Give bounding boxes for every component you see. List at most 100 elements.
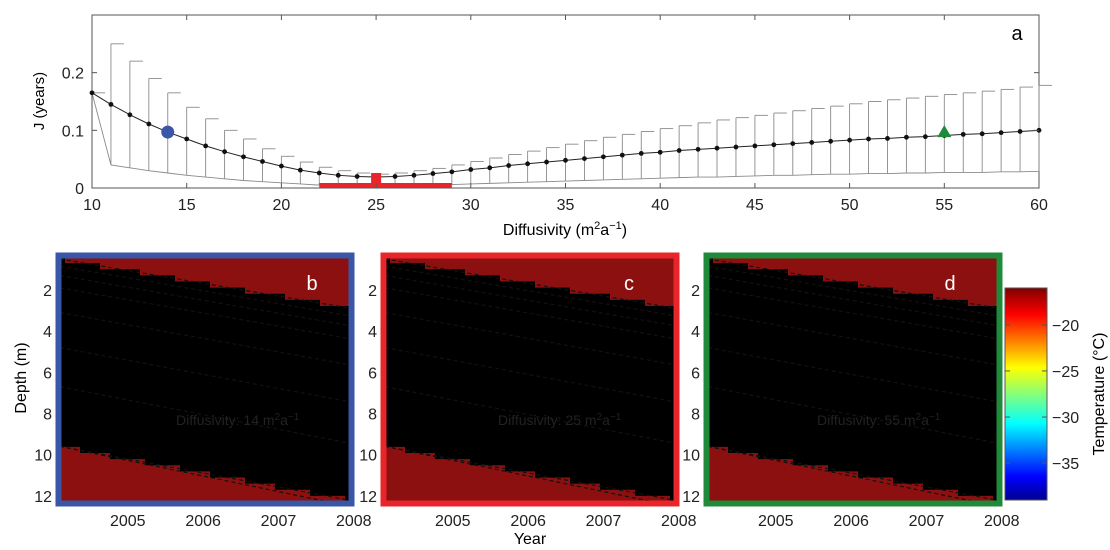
- heat-cell: [335, 416, 341, 423]
- heat-cell: [330, 293, 336, 301]
- heat-cell: [285, 477, 291, 485]
- heat-cell: [395, 287, 401, 295]
- heat-cell: [475, 416, 481, 423]
- heat-cell: [650, 342, 656, 350]
- heat-cell: [255, 385, 261, 393]
- heat-cell: [170, 489, 176, 497]
- heat-cell: [115, 263, 121, 270]
- heat-cell: [560, 471, 566, 479]
- heat-cell: [440, 293, 446, 301]
- heat-cell: [285, 404, 291, 411]
- heat-cell: [270, 275, 276, 283]
- heat-cell: [660, 453, 666, 460]
- heat-cell: [275, 428, 281, 436]
- heat-cell: [270, 318, 276, 325]
- heat-cell: [460, 483, 466, 491]
- heat-cell: [105, 446, 111, 454]
- heat-cell: [465, 257, 471, 264]
- heat-cell: [713, 263, 719, 270]
- heat-cell: [140, 489, 146, 497]
- heat-cell: [310, 483, 316, 491]
- heat-cell: [335, 257, 341, 264]
- heat-cell: [610, 391, 616, 399]
- heat-cell: [165, 257, 171, 264]
- heat-cell: [205, 318, 211, 325]
- heat-cell: [260, 495, 266, 502]
- data-point: [203, 143, 209, 149]
- heat-cell: [485, 348, 491, 356]
- heat-cell: [185, 434, 191, 442]
- heat-cell: [660, 483, 666, 491]
- heat-cell: [655, 459, 661, 466]
- heat-cell: [500, 477, 506, 485]
- heat-cell: [580, 385, 586, 393]
- heat-cell: [440, 263, 446, 270]
- heat-cell: [515, 465, 521, 472]
- heat-cell: [495, 361, 501, 368]
- heat-cell: [195, 336, 201, 344]
- heat-cell: [555, 404, 561, 411]
- heat-cell: [708, 348, 714, 356]
- heat-cell: [495, 306, 501, 313]
- heat-cell: [435, 373, 441, 381]
- heat-cell: [180, 397, 186, 405]
- heat-cell: [225, 453, 231, 460]
- heat-cell: [215, 434, 221, 442]
- heat-cell: [180, 312, 186, 319]
- heat-cell: [460, 471, 466, 479]
- heat-cell: [565, 306, 571, 313]
- heat-cell: [255, 312, 261, 319]
- heat-cell: [450, 312, 456, 319]
- heat-cell: [80, 336, 86, 344]
- heat-cell: [600, 397, 606, 405]
- heat-cell: [335, 330, 341, 338]
- heat-cell: [235, 269, 241, 276]
- marker-triangle: [937, 125, 952, 138]
- heat-cell: [110, 477, 116, 485]
- heat-cell: [305, 342, 311, 350]
- heat-cell: [655, 324, 661, 332]
- heat-cell: [305, 312, 311, 319]
- heat-cell: [485, 404, 491, 411]
- heat-cell: [235, 324, 241, 332]
- heat-cell: [225, 336, 231, 344]
- depth-contour: [385, 445, 657, 502]
- heat-cell: [125, 361, 131, 368]
- heat-cell: [235, 477, 241, 485]
- heat-cell: [300, 391, 306, 399]
- heat-cell: [265, 275, 271, 283]
- heat-cell: [390, 483, 396, 491]
- heat-cell: [555, 459, 561, 466]
- heat-cell: [595, 379, 601, 387]
- heat-cell: [320, 269, 326, 276]
- heat-cell: [260, 367, 266, 374]
- heat-cell: [585, 355, 591, 362]
- heat-cell: [535, 422, 541, 430]
- heat-cell: [270, 465, 276, 472]
- heat-cell: [550, 275, 556, 283]
- heat-cell: [660, 293, 666, 301]
- heat-cell: [425, 281, 431, 289]
- heat-cell: [75, 281, 81, 289]
- heat-cell: [210, 361, 216, 368]
- heat-cell: [395, 342, 401, 350]
- heat-cell: [240, 269, 246, 276]
- heat-cell: [60, 453, 66, 460]
- heat-cell: [115, 459, 121, 466]
- heat-cell: [610, 477, 616, 485]
- heat-cell: [120, 465, 126, 472]
- data-point: [828, 138, 834, 144]
- heat-cell: [635, 367, 641, 374]
- heat-cell: [410, 318, 416, 325]
- heat-cell: [665, 330, 671, 338]
- heat-cell: [395, 428, 401, 436]
- heat-cell: [305, 440, 311, 448]
- heat-cell: [135, 471, 141, 479]
- heat-cell: [295, 446, 301, 454]
- heat-cell: [525, 483, 531, 491]
- heat-cell: [530, 269, 536, 276]
- heat-cell: [150, 293, 156, 301]
- heat-cell: [335, 471, 341, 479]
- heat-cell: [320, 306, 326, 313]
- heat-cell: [305, 348, 311, 356]
